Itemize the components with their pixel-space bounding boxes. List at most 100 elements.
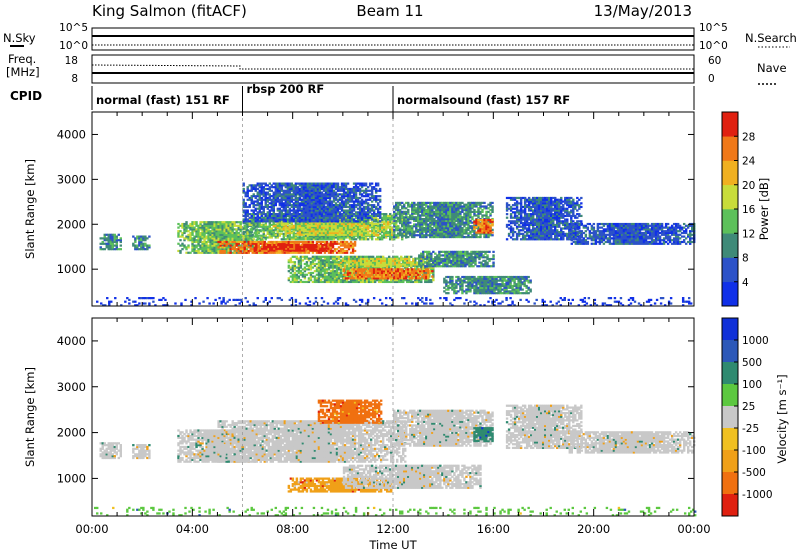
echo-cell <box>103 237 106 240</box>
echo-cell <box>451 230 454 233</box>
echo-cell <box>321 240 325 244</box>
echo-cell <box>276 230 280 233</box>
echo-cell <box>330 220 334 223</box>
echo-cell <box>177 222 180 226</box>
echo-cell <box>435 207 438 210</box>
echo-cell <box>325 247 328 250</box>
echo-cell <box>358 200 362 203</box>
echo-cell <box>246 186 249 189</box>
echo-cell <box>264 238 267 241</box>
echo-cell <box>298 213 302 216</box>
echo-cell <box>185 246 188 249</box>
echo-cell <box>308 204 312 207</box>
echo-cell <box>386 233 390 236</box>
echo-cell <box>235 249 238 253</box>
echo-cell <box>187 239 190 242</box>
echo-cell <box>298 209 302 212</box>
echo-cell <box>311 242 315 245</box>
echo-cell <box>231 221 234 224</box>
echo-cell <box>364 202 368 205</box>
echo-cell <box>260 236 263 239</box>
echo-cell <box>328 198 332 201</box>
echo-cell <box>429 223 432 226</box>
echo-cell <box>346 209 350 212</box>
echo-cell <box>356 200 360 203</box>
echo-cell <box>314 198 318 201</box>
echo-cell <box>343 246 347 249</box>
echo-cell <box>148 246 151 249</box>
echo-cell <box>109 242 112 245</box>
echo-cell <box>284 218 288 221</box>
echo-cell <box>461 230 464 233</box>
echo-cell <box>300 213 304 216</box>
echo-cell <box>481 209 484 212</box>
echo-cell <box>417 203 420 206</box>
echo-cell <box>425 201 428 205</box>
echo-cell <box>489 203 492 206</box>
echo-cell <box>403 226 406 230</box>
echo-cell <box>209 249 212 253</box>
echo-cell <box>205 222 208 226</box>
echo-cell <box>242 231 245 234</box>
echo-cell <box>306 238 310 241</box>
echo-cell <box>284 226 288 229</box>
echo-cell <box>423 214 426 217</box>
echo-cell <box>380 221 384 224</box>
echo-cell <box>305 244 308 247</box>
echo-cell <box>275 240 279 244</box>
echo-cell <box>306 187 310 191</box>
echo-cell <box>217 251 220 254</box>
echo-cell <box>266 204 269 207</box>
echo-cell <box>195 251 198 254</box>
echo-cell <box>342 214 346 218</box>
echo-cell <box>271 244 274 247</box>
echo-cell <box>427 223 430 226</box>
echo-cell <box>233 221 236 224</box>
echo-cell <box>270 186 273 189</box>
echo-cell <box>310 200 314 203</box>
echo-cell <box>221 239 224 242</box>
echo-cell <box>205 235 208 238</box>
echo-cell <box>179 224 182 227</box>
echo-cell <box>261 240 264 244</box>
echo-cell <box>282 228 286 231</box>
echo-cell <box>336 189 340 192</box>
echo-cell <box>351 242 355 245</box>
echo-cell <box>376 195 380 198</box>
echo-cell <box>353 242 357 245</box>
echo-cell <box>270 229 273 232</box>
echo-cell <box>292 195 296 198</box>
echo-cell <box>275 247 278 250</box>
echo-cell <box>318 204 322 207</box>
echo-cell <box>329 251 333 254</box>
echo-cell <box>411 232 414 235</box>
echo-cell <box>423 219 426 222</box>
echo-cell <box>330 191 334 194</box>
echo-cell <box>376 182 380 185</box>
echo-cell <box>330 207 334 210</box>
echo-cell <box>356 218 360 221</box>
echo-cell <box>193 226 196 229</box>
echo-cell <box>405 212 408 215</box>
echo-cell <box>325 249 329 253</box>
echo-cell <box>292 198 296 201</box>
echo-cell <box>443 223 446 226</box>
echo-cell <box>256 198 259 201</box>
echo-cell <box>463 216 466 219</box>
echo-cell <box>441 235 444 239</box>
echo-cell <box>233 239 236 242</box>
echo-cell <box>308 230 312 233</box>
echo-cell <box>331 246 335 249</box>
echo-cell <box>376 230 380 233</box>
echo-cell <box>364 236 368 239</box>
echo-cell <box>354 213 358 216</box>
echo-cell <box>310 207 314 210</box>
echo-cell <box>453 216 456 219</box>
echo-cell <box>463 225 466 228</box>
echo-cell <box>266 187 269 191</box>
echo-cell <box>268 213 271 216</box>
echo-cell <box>306 213 310 216</box>
echo-cell <box>187 226 190 229</box>
echo-cell <box>366 222 370 226</box>
echo-cell <box>362 218 366 221</box>
